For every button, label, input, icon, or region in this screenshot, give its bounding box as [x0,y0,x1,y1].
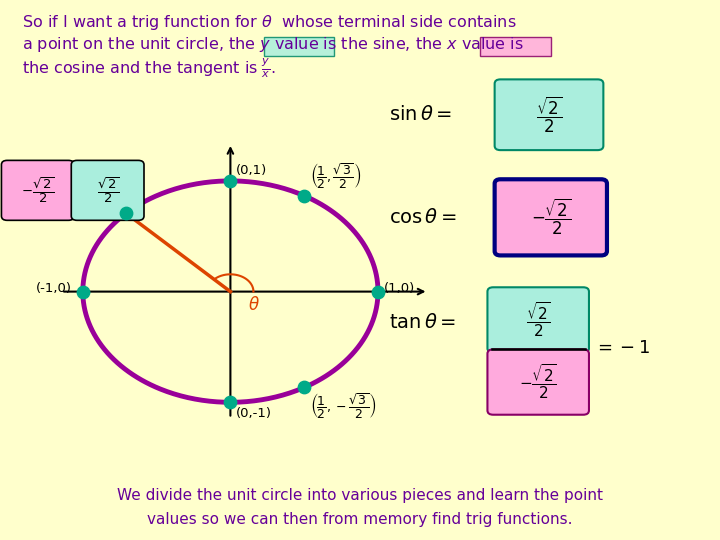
FancyBboxPatch shape [487,349,589,415]
Text: $-\dfrac{\sqrt{2}}{2}$: $-\dfrac{\sqrt{2}}{2}$ [531,197,571,238]
FancyBboxPatch shape [480,37,551,56]
FancyBboxPatch shape [495,179,607,255]
FancyBboxPatch shape [1,160,74,220]
Text: $\dfrac{\sqrt{2}}{2}$: $\dfrac{\sqrt{2}}{2}$ [536,94,562,135]
Text: (0,1): (0,1) [236,164,267,177]
Text: $\theta$: $\theta$ [248,296,260,314]
Point [225,398,236,407]
Text: $\tan\theta =$: $\tan\theta =$ [389,313,456,332]
Text: So if I want a trig function for $\theta$  whose terminal side contains: So if I want a trig function for $\theta… [22,14,516,32]
Text: the cosine and the tangent is $\frac{y}{x}$.: the cosine and the tangent is $\frac{y}{… [22,57,276,80]
Text: We divide the unit circle into various pieces and learn the point
values so we c: We divide the unit circle into various p… [117,488,603,527]
Text: $\sin\theta =$: $\sin\theta =$ [389,105,452,124]
Point [299,191,310,200]
FancyBboxPatch shape [487,287,589,353]
Text: $\dfrac{\sqrt{2}}{2}$: $\dfrac{\sqrt{2}}{2}$ [526,301,551,339]
Text: $-\dfrac{\sqrt{2}}{2}$: $-\dfrac{\sqrt{2}}{2}$ [519,363,557,401]
Point [120,209,132,218]
Point [77,287,89,296]
Text: $\dfrac{\sqrt{2}}{2}$: $\dfrac{\sqrt{2}}{2}$ [96,176,119,205]
FancyBboxPatch shape [495,79,603,150]
Point [299,383,310,392]
Point [225,177,236,185]
Text: (-1,0): (-1,0) [36,282,72,295]
FancyBboxPatch shape [264,37,334,56]
Text: $\cos\theta =$: $\cos\theta =$ [389,208,457,227]
FancyBboxPatch shape [71,160,144,220]
Text: (1,0): (1,0) [384,282,415,295]
Text: (0,-1): (0,-1) [236,407,272,420]
Text: $-\dfrac{\sqrt{2}}{2}$: $-\dfrac{\sqrt{2}}{2}$ [21,176,55,205]
Point [372,287,384,296]
Text: $\!\left(\dfrac{1}{2},-\dfrac{\sqrt{3}}{2}\right)$: $\!\left(\dfrac{1}{2},-\dfrac{\sqrt{3}}{… [312,392,377,421]
Text: $= -1$: $= -1$ [594,339,650,357]
Text: a point on the unit circle, the $y$ value is the sine, the $x$ value is: a point on the unit circle, the $y$ valu… [22,35,523,54]
Text: $\!\left(\dfrac{1}{2},\dfrac{\sqrt{3}}{2}\right)$: $\!\left(\dfrac{1}{2},\dfrac{\sqrt{3}}{2… [312,162,362,191]
